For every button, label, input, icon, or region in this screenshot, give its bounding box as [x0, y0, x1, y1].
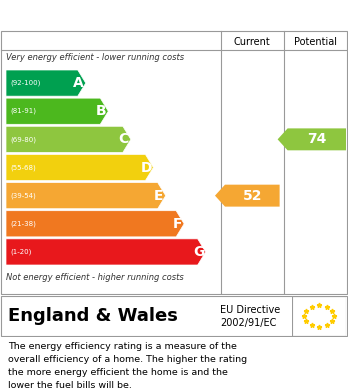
Text: 74: 74: [307, 133, 326, 146]
Text: D: D: [141, 160, 152, 174]
Text: (39-54): (39-54): [10, 192, 36, 199]
Text: Very energy efficient - lower running costs: Very energy efficient - lower running co…: [6, 52, 184, 61]
Text: 2002/91/EC: 2002/91/EC: [220, 318, 276, 328]
Text: (69-80): (69-80): [10, 136, 36, 143]
Text: B: B: [96, 104, 106, 118]
Polygon shape: [6, 154, 153, 181]
Text: (92-100): (92-100): [10, 80, 40, 86]
Text: (81-91): (81-91): [10, 108, 36, 115]
Polygon shape: [6, 239, 206, 265]
Text: F: F: [172, 217, 182, 231]
Polygon shape: [278, 128, 346, 150]
Text: 52: 52: [243, 188, 262, 203]
Polygon shape: [6, 70, 86, 96]
Text: (21-38): (21-38): [10, 221, 36, 227]
Text: Energy Efficiency Rating: Energy Efficiency Rating: [9, 7, 219, 23]
Text: Current: Current: [234, 37, 271, 47]
Polygon shape: [6, 98, 108, 124]
Text: (1-20): (1-20): [10, 249, 31, 255]
Text: C: C: [119, 133, 129, 146]
Text: Potential: Potential: [294, 37, 337, 47]
Polygon shape: [6, 183, 166, 209]
Text: (55-68): (55-68): [10, 164, 36, 171]
Text: The energy efficiency rating is a measure of the
overall efficiency of a home. T: The energy efficiency rating is a measur…: [8, 342, 247, 389]
Text: Not energy efficient - higher running costs: Not energy efficient - higher running co…: [6, 273, 184, 282]
Polygon shape: [6, 211, 184, 237]
Polygon shape: [6, 126, 131, 152]
Text: England & Wales: England & Wales: [8, 307, 178, 325]
Text: A: A: [73, 76, 84, 90]
Text: G: G: [193, 245, 204, 259]
Text: E: E: [154, 188, 164, 203]
Polygon shape: [215, 185, 280, 206]
Text: EU Directive: EU Directive: [220, 305, 280, 315]
